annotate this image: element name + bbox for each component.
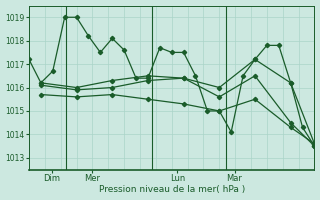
- X-axis label: Pression niveau de la mer( hPa ): Pression niveau de la mer( hPa ): [99, 185, 245, 194]
